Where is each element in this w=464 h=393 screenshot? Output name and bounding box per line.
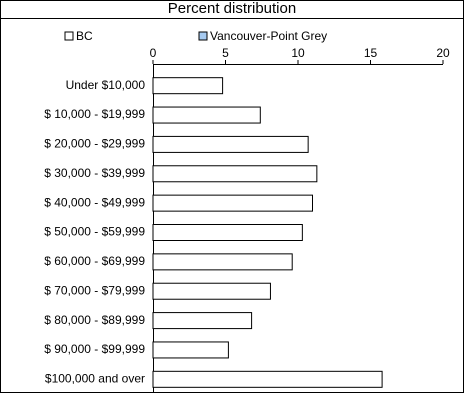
- x-tick-label: 20: [436, 46, 450, 60]
- legend-swatch: [198, 31, 208, 41]
- bar: [152, 253, 293, 271]
- y-tick-label: $ 10,000 - $19,999: [44, 107, 145, 121]
- bar: [152, 341, 229, 359]
- y-tick-label: $100,000 and over: [45, 371, 145, 385]
- y-tick-label: $ 80,000 - $89,999: [44, 313, 145, 327]
- y-tick-label: $ 70,000 - $79,999: [44, 283, 145, 297]
- y-tick-label: $ 40,000 - $49,999: [44, 195, 145, 209]
- bar: [152, 165, 318, 183]
- bar: [152, 370, 383, 388]
- y-tick-label: $ 50,000 - $59,999: [44, 225, 145, 239]
- y-tick-label: Under $10,000: [66, 78, 146, 92]
- bar: [152, 106, 261, 124]
- x-tick-label: 5: [222, 46, 229, 60]
- bar: [152, 135, 309, 153]
- legend-label: Vancouver-Point Grey: [210, 29, 327, 43]
- y-tick-label: $ 60,000 - $69,999: [44, 254, 145, 268]
- bar: [152, 312, 253, 330]
- bar: [152, 224, 303, 241]
- legend-label: BC: [76, 29, 93, 43]
- y-tick-label: $ 90,000 - $99,999: [44, 342, 145, 356]
- bar: [152, 282, 271, 300]
- legend-swatch: [64, 31, 74, 41]
- bar: [152, 194, 313, 212]
- x-tick-label: 15: [364, 46, 378, 60]
- y-tick-label: $ 20,000 - $29,999: [44, 137, 145, 151]
- x-tick-label: 0: [150, 46, 157, 60]
- x-tick-label: 10: [291, 46, 305, 60]
- y-tick-label: $ 30,000 - $39,999: [44, 166, 145, 180]
- chart-title: Percent distribution: [168, 0, 296, 17]
- bar: [152, 77, 224, 95]
